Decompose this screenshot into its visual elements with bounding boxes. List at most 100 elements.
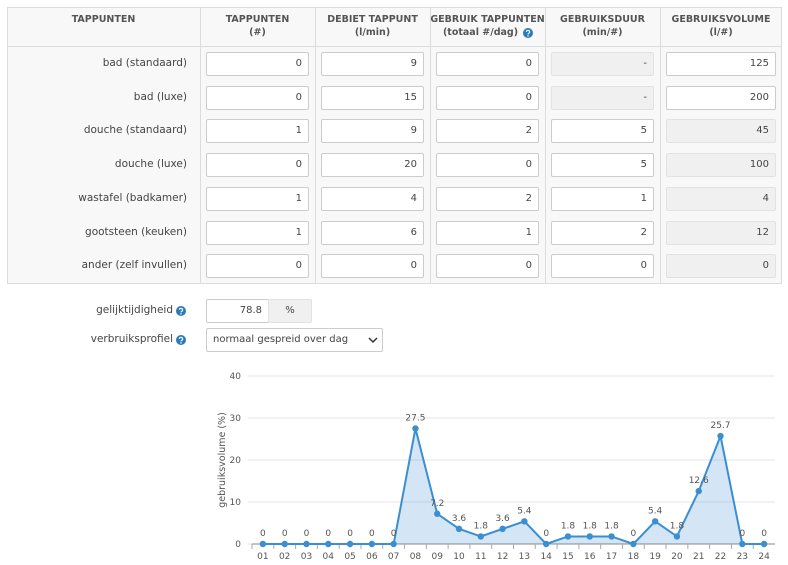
row-label: bad (standaard) — [102, 57, 187, 69]
cell-input[interactable]: 1 — [551, 186, 654, 211]
point — [346, 540, 354, 548]
line — [262, 428, 765, 546]
x-tick-label: 12 — [497, 552, 508, 562]
row-label: douche (luxe) — [114, 158, 187, 171]
cell-input[interactable]: 0 — [206, 52, 309, 76]
x-tick-label: 21 — [693, 552, 704, 562]
x-tick-label: 02 — [279, 552, 290, 562]
point — [521, 518, 528, 525]
cell-input[interactable]: 0 — [206, 153, 309, 178]
point — [368, 540, 376, 548]
point — [499, 525, 506, 533]
cell-input[interactable]: 6 — [321, 220, 424, 245]
data-label: 5.4 — [648, 506, 663, 516]
cell-input[interactable]: 0 — [206, 254, 309, 279]
field-label: gelijktijdigheid — [96, 304, 173, 316]
column-line — [545, 7, 546, 284]
data-label: 27.5 — [405, 414, 425, 424]
data-label: 25.7 — [710, 421, 730, 431]
column-header: TAPPUNTEN — [225, 14, 290, 25]
cell-input[interactable]: 0 — [436, 153, 539, 178]
help-icon[interactable] — [176, 335, 186, 345]
cell-input[interactable]: 1 — [206, 186, 309, 211]
column-header: TAPPUNTEN — [71, 14, 136, 25]
column-header: GEBRUIKSDUUR — [560, 14, 645, 25]
data-label: 0 — [325, 529, 331, 539]
cell-input[interactable]: 5 — [551, 119, 654, 144]
x-tick-label: 24 — [758, 552, 770, 562]
row-label: wastafel (badkamer) — [78, 191, 187, 204]
point — [455, 525, 463, 533]
column-unit: (min/#) — [582, 27, 623, 38]
point — [630, 540, 637, 548]
x-tick-label: 23 — [737, 552, 748, 562]
data-label: 0 — [391, 529, 397, 539]
point — [281, 540, 288, 548]
cell-input[interactable]: 2 — [436, 186, 539, 211]
point — [760, 540, 768, 548]
point — [259, 540, 267, 548]
cell-input: 12 — [666, 220, 776, 245]
column-unit: (l/min) — [354, 27, 391, 38]
help-icon[interactable] — [176, 306, 186, 316]
cell-input[interactable]: 9 — [321, 119, 424, 144]
y-tick-label: 10 — [230, 498, 242, 508]
column-unit: (l/#) — [709, 27, 733, 38]
point — [651, 518, 659, 525]
point — [477, 533, 485, 540]
data-label: 0 — [543, 529, 549, 539]
data-label: 7.2 — [430, 499, 444, 509]
cell-input[interactable]: 20 — [321, 153, 424, 178]
point — [673, 533, 681, 540]
data-label: 0 — [739, 529, 745, 539]
data-label: 0 — [282, 529, 288, 539]
help-icon[interactable] — [522, 28, 533, 38]
cell-input[interactable]: 1 — [206, 220, 309, 245]
cell-input: 0 — [666, 254, 776, 279]
y-axis-label: gebruiksvolume (%) — [217, 412, 228, 508]
cell-input[interactable]: 0 — [551, 254, 654, 279]
cell-input[interactable]: 0 — [321, 254, 424, 279]
data-label: 1.8 — [583, 521, 598, 531]
cell-input[interactable]: 200 — [666, 85, 776, 110]
x-tick-label: 17 — [606, 552, 617, 562]
cell-input[interactable]: 1 — [436, 220, 539, 245]
select[interactable]: normaal gespreid over dag — [206, 328, 383, 352]
cell-input[interactable]: 15 — [321, 85, 424, 110]
cell-input[interactable]: 0 — [206, 85, 309, 110]
point — [390, 540, 397, 548]
cell-input: 100 — [666, 153, 776, 178]
x-tick-label: 04 — [323, 552, 335, 562]
point — [542, 540, 550, 548]
y-tick-label: 30 — [230, 414, 242, 424]
cell-input[interactable]: 125 — [666, 52, 776, 76]
point — [434, 510, 441, 517]
point — [608, 533, 615, 540]
data-label: 0 — [304, 529, 310, 539]
point — [303, 540, 310, 548]
column-line — [430, 7, 431, 284]
row-label: douche (standaard) — [83, 124, 187, 137]
field-input[interactable]: 78.8 — [206, 299, 269, 323]
data-label: 3.6 — [495, 514, 510, 524]
cell-input[interactable]: 4 — [321, 186, 424, 211]
cell-input[interactable]: 0 — [436, 254, 539, 279]
x-tick-label: 15 — [562, 552, 573, 562]
cell-input[interactable]: 1 — [206, 119, 309, 144]
select-arrow[interactable] — [368, 336, 378, 344]
cell-input[interactable]: 0 — [436, 52, 539, 76]
field-unit: % — [268, 299, 312, 323]
x-tick-label: 19 — [649, 552, 661, 562]
cell-input: 4 — [666, 186, 776, 211]
y-tick-label: 40 — [230, 372, 242, 382]
cell-input[interactable]: 9 — [321, 52, 424, 76]
cell-input[interactable]: 2 — [436, 119, 539, 144]
cell-input[interactable]: 5 — [551, 153, 654, 178]
y-tick-label: 0 — [235, 540, 241, 550]
cell-input[interactable]: 0 — [436, 85, 539, 110]
cell-input[interactable]: 2 — [551, 220, 654, 245]
x-tick-label: 16 — [584, 552, 596, 562]
point — [325, 540, 332, 548]
